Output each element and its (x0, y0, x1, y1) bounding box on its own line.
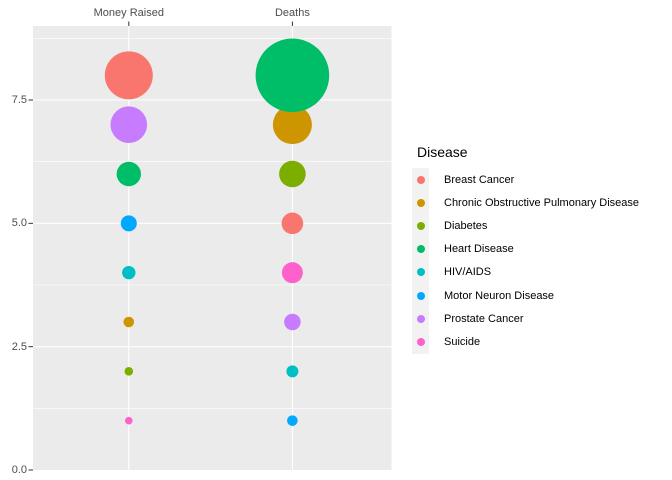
legend-item-label: Breast Cancer (444, 173, 515, 186)
legend-dot-icon (416, 291, 425, 300)
legend-key-box (412, 214, 429, 238)
bubble-money-raised-motor-neuron-disease (120, 215, 137, 232)
legend-item-prostate-cancer: Prostate Cancer (412, 307, 639, 331)
legend-key-box (412, 191, 429, 215)
legend-item-breast-cancer: Breast Cancer (412, 168, 639, 192)
legend-dot-icon (416, 198, 425, 207)
legend-dot-icon (416, 337, 425, 346)
bubble-money-raised-chronic-obstructive-pulmonary-disease (123, 316, 135, 328)
legend-key-box (412, 237, 429, 261)
legend-title: Disease (417, 144, 468, 160)
bubble-money-raised-diabetes (124, 367, 134, 376)
legend-item-label: HIV/AIDS (444, 266, 492, 279)
legend-key-box (412, 330, 429, 354)
legend-item-chronic-obstructive-pulmonary-disease: Chronic Obstructive Pulmonary Disease (412, 191, 640, 215)
legend-item-label: Prostate Cancer (444, 312, 524, 325)
plot-panel (33, 26, 392, 470)
y-tick-label-5-0: 5.0 (11, 217, 27, 230)
legend-dot-icon (416, 245, 425, 254)
bubble-deaths-diabetes (279, 160, 306, 188)
legend-item-diabetes: Diabetes (412, 214, 639, 238)
legend-key-box (412, 307, 429, 331)
bubble-deaths-hiv-aids (286, 365, 299, 378)
bubble-money-raised-suicide (125, 416, 133, 425)
legend-item-suicide: Suicide (412, 330, 639, 354)
legend-item-label: Heart Disease (444, 243, 514, 256)
legend-dot-icon (416, 221, 425, 230)
legend-item-heart-disease: Heart Disease (412, 237, 639, 261)
bubble-deaths-prostate-cancer (284, 313, 301, 331)
legend-key-box (412, 283, 429, 308)
legend-dot-icon (416, 314, 425, 323)
bubble-money-raised-heart-disease (116, 161, 141, 187)
bubble-deaths-breast-cancer (281, 212, 304, 235)
bubble-deaths-chronic-obstructive-pulmonary-disease (272, 105, 312, 145)
x-axis-label-money-raised: Money Raised (93, 7, 164, 19)
legend-item-label: Suicide (444, 335, 481, 348)
bubble-money-raised-prostate-cancer (110, 106, 148, 143)
y-tick-label-7-5: 7.5 (11, 94, 27, 106)
bubble-money-raised-breast-cancer (104, 51, 153, 100)
bubble-deaths-motor-neuron-disease (287, 415, 298, 426)
legend-dot-icon (416, 175, 425, 184)
bubble-deaths-suicide (281, 262, 303, 284)
legend-item-label: Diabetes (444, 219, 488, 232)
bubble-money-raised-hiv-aids (122, 265, 136, 280)
legend: Disease Breast Cancer Chronic Obstructive… (412, 144, 639, 354)
legend-key-box (412, 260, 429, 284)
y-tick-label-2-5: 2.5 (11, 340, 27, 353)
y-tick-label-0-0: 0.0 (11, 464, 27, 476)
legend-key-box (412, 168, 429, 192)
legend-dot-icon (416, 268, 425, 277)
bubble-deaths-heart-disease (255, 38, 330, 113)
x-axis-label-deaths: Deaths (274, 7, 310, 19)
legend-keys: Breast Cancer Chronic Obstructive Pulmona… (412, 168, 639, 354)
legend-item-label: Chronic Obstructive Pulmonary Disease (444, 196, 640, 209)
legend-item-label: Motor Neuron Disease (444, 289, 555, 302)
legend-item-hiv-aids: HIV/AIDS (412, 260, 639, 284)
legend-item-motor-neuron-disease: Motor Neuron Disease (412, 283, 639, 308)
